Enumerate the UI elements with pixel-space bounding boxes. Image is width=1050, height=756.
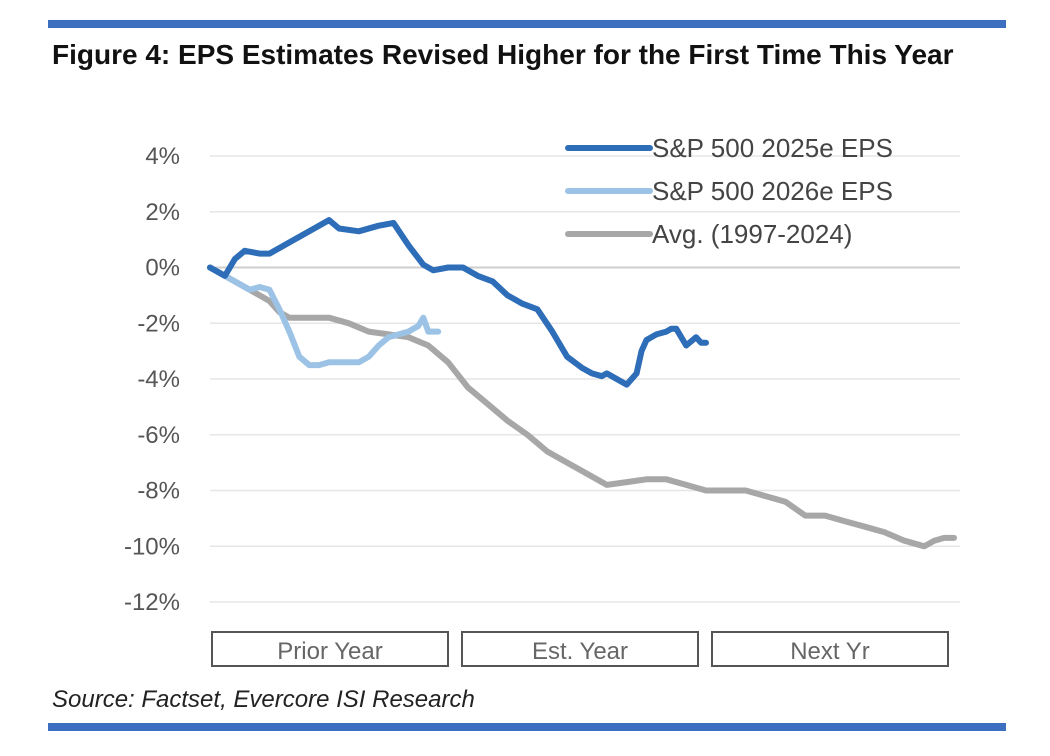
- period-box-1: [461, 631, 699, 667]
- legend: S&P 500 2025e EPS S&P 500 2026e EPS Avg. (…: [565, 133, 893, 249]
- y-tick-label: -6%: [137, 422, 180, 449]
- period-label-2: Next Yr: [790, 638, 870, 665]
- series-line-1: [207, 264, 442, 369]
- series-layer: [207, 217, 957, 550]
- period-label-0: Prior Year: [277, 638, 382, 665]
- legend-label-0: S&P 500 2025e EPS: [652, 133, 893, 163]
- period-label-1: Est. Year: [532, 638, 628, 665]
- figure-title: Figure 4: EPS Estimates Revised Higher f…: [52, 39, 954, 70]
- y-tick-label: -10%: [124, 533, 180, 560]
- y-tick-label: 2%: [145, 199, 180, 226]
- period-box-0: [211, 631, 449, 667]
- y-tick-label: -4%: [137, 366, 180, 393]
- bottom-rule: [48, 723, 1006, 731]
- legend-label-2: Avg. (1997-2024): [652, 219, 852, 249]
- period-axis: Prior Year Est. Year Next Yr: [211, 631, 949, 667]
- y-tick-label: -2%: [137, 310, 180, 337]
- y-tick-label: 0%: [145, 255, 180, 282]
- period-box-2: [711, 631, 949, 667]
- y-axis-ticks: 4% 2% 0% -2% -4% -6% -8% -10% -12%: [124, 143, 180, 616]
- y-tick-label: 4%: [145, 143, 180, 170]
- grid-layer: [210, 155, 960, 603]
- y-tick-label: -8%: [137, 478, 180, 505]
- top-rule: [48, 20, 1006, 28]
- legend-label-1: S&P 500 2026e EPS: [652, 176, 893, 206]
- series-line-2: [207, 264, 957, 550]
- series-line-0: [207, 217, 709, 388]
- source-note: Source: Factset, Evercore ISI Research: [52, 686, 475, 713]
- y-tick-label: -12%: [124, 589, 180, 616]
